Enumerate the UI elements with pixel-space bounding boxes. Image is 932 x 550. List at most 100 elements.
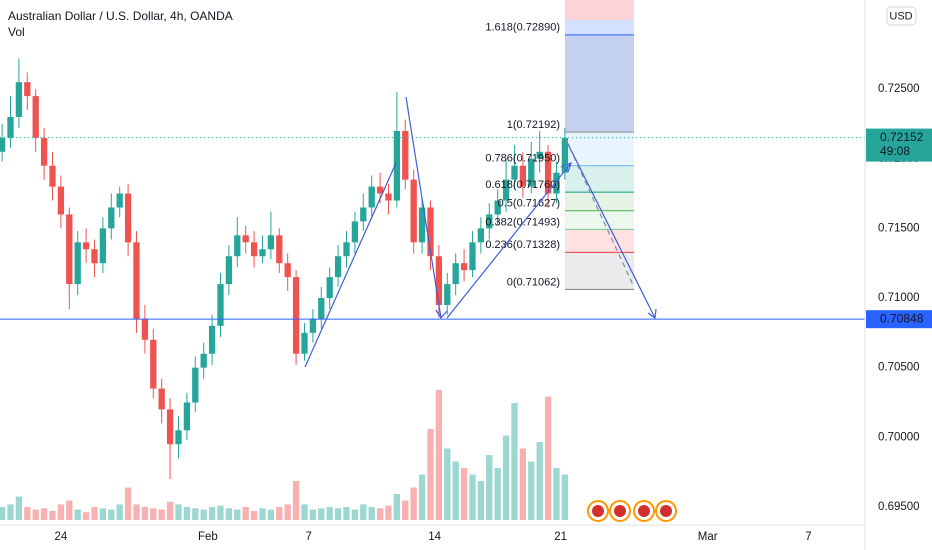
candle-body [334, 256, 342, 278]
volume-bar [242, 507, 249, 520]
fib-label: 0(0.71062) [507, 276, 560, 288]
fib-label: 0.236(0.71328) [485, 239, 560, 251]
price-tag-label: 0.72152 [880, 130, 924, 144]
candle-body [242, 235, 249, 243]
drawings [304, 96, 657, 368]
candle-body [250, 242, 258, 257]
y-tick-label: 0.71500 [878, 222, 920, 234]
arrow-head [647, 308, 657, 320]
candle-body [57, 186, 65, 215]
volume-bar [192, 508, 199, 520]
volume-bar [15, 496, 23, 520]
volume-bar [74, 509, 81, 520]
candle-body [200, 353, 207, 368]
volume-bar [460, 468, 468, 520]
candle-body [393, 130, 401, 201]
fib-band [565, 192, 634, 211]
stop-zone [565, 0, 634, 20]
volume-bar [133, 504, 140, 520]
volume-bar [511, 403, 518, 520]
candle-body [528, 158, 535, 187]
x-tick-label: Mar [698, 531, 718, 543]
fib-label: 0.382(0.71493) [485, 216, 560, 228]
volume-bar [124, 487, 132, 520]
candle-body [124, 193, 132, 243]
candle-body [66, 214, 73, 285]
candle-body [309, 318, 317, 333]
currency-button[interactable] [886, 6, 917, 26]
candle-body [427, 207, 434, 257]
fib-band [565, 165, 634, 193]
volume-bar [351, 509, 359, 520]
fib-band [565, 34, 634, 133]
volume-bar [376, 508, 384, 520]
candle-body [368, 186, 375, 208]
candle-body [477, 228, 485, 243]
candle-body [376, 186, 384, 194]
candle-body [267, 235, 275, 250]
trend-line [405, 96, 442, 319]
volume-bar [444, 448, 451, 520]
volume-bar [360, 504, 367, 520]
candle-body [452, 263, 459, 285]
volume-bar [175, 504, 182, 520]
volume-bar [91, 507, 98, 520]
volume-bar [410, 487, 417, 520]
x-tick-label: 7 [305, 531, 311, 543]
candle-body [49, 165, 56, 187]
candle-body [502, 179, 510, 201]
candle-body [402, 130, 409, 180]
candle-body [360, 207, 367, 222]
volume-bar [561, 474, 569, 520]
price-axis [865, 0, 932, 550]
volume-bar [393, 494, 401, 520]
volume-bar [267, 509, 275, 520]
candle-body [351, 221, 359, 243]
candle-body [158, 388, 165, 410]
candle-body [99, 228, 107, 264]
volume-bar [309, 509, 317, 520]
candle-body [208, 325, 216, 354]
volume-bar [418, 474, 426, 520]
volume-bar [284, 504, 291, 520]
candle-body [0, 137, 6, 152]
target-zone [565, 20, 634, 131]
candle-body [301, 332, 308, 354]
volume-bar [301, 504, 308, 520]
volume-bar [318, 508, 325, 520]
fib-band [565, 210, 634, 230]
volume-bar [402, 500, 409, 520]
volume-bar [368, 507, 375, 520]
volume-bar [208, 507, 216, 520]
trend-line [304, 162, 397, 368]
candle-body [544, 151, 552, 194]
volume-bar [544, 396, 552, 520]
volume-bar [166, 501, 174, 520]
volume-bar [494, 468, 501, 520]
volume-bar [536, 442, 543, 520]
volume-bar [427, 429, 434, 520]
fib-label: 0.618(0.71760) [485, 179, 560, 191]
chart-title: Australian Dollar / U.S. Dollar, 4h, OAN… [8, 9, 233, 23]
candle-body [24, 82, 31, 97]
x-tick-label: Feb [198, 531, 218, 543]
trend-line [565, 139, 656, 319]
candle-body [460, 263, 468, 271]
candle-body [225, 256, 233, 285]
x-tick-label: 14 [428, 531, 441, 543]
y-tick-label: 0.71000 [878, 292, 920, 304]
candle-body [82, 242, 90, 250]
candle-body [284, 263, 291, 278]
volume-bar [259, 508, 266, 520]
volume-bar [7, 504, 14, 520]
volume-bar [82, 512, 90, 520]
candle-body [410, 179, 417, 243]
candle-body [108, 207, 115, 229]
time-axis [0, 525, 932, 550]
volume-bar [276, 507, 283, 520]
volume-bar [116, 504, 123, 520]
volume-bar [553, 468, 560, 520]
fib-label: 1.618(0.72890) [485, 22, 560, 34]
candle-body [133, 242, 140, 319]
